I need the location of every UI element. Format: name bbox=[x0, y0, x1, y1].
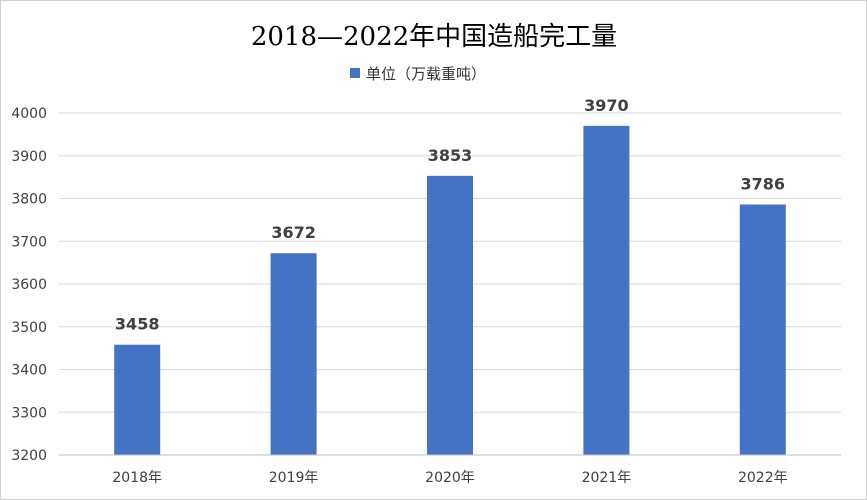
data-label: 3970 bbox=[584, 96, 629, 115]
x-axis-ticks: 2018年 2019年 2020年 2021年 2022年 bbox=[112, 470, 787, 486]
data-label: 3672 bbox=[271, 223, 316, 242]
y-tick-label: 3800 bbox=[11, 192, 47, 208]
y-tick-label: 4000 bbox=[11, 106, 47, 122]
y-axis-ticks: 3200 3300 3400 3500 3600 3700 3800 3900 4000 bbox=[11, 106, 47, 464]
y-tick-label: 3400 bbox=[11, 363, 47, 379]
bar bbox=[427, 175, 473, 455]
x-tick-label: 2019年 bbox=[269, 470, 319, 486]
bar bbox=[114, 344, 161, 455]
y-tick-label: 3700 bbox=[11, 234, 47, 250]
legend-label: 单位（万载重吨） bbox=[366, 65, 486, 83]
y-tick-label: 3300 bbox=[11, 405, 47, 421]
y-tick-label: 3600 bbox=[11, 277, 47, 293]
y-tick-label: 3200 bbox=[11, 448, 47, 464]
bars bbox=[114, 125, 786, 455]
bar bbox=[739, 204, 786, 455]
data-label: 3786 bbox=[741, 174, 786, 193]
data-labels: 3458 3672 3853 3970 3786 bbox=[115, 96, 785, 334]
y-tick-label: 3900 bbox=[11, 149, 47, 165]
legend: 单位（万载重吨） bbox=[350, 65, 486, 83]
data-label: 3458 bbox=[115, 315, 160, 334]
x-tick-label: 2020年 bbox=[425, 470, 475, 486]
legend-swatch bbox=[350, 68, 360, 78]
x-tick-label: 2021年 bbox=[582, 470, 632, 486]
x-tick-label: 2018年 bbox=[112, 470, 162, 486]
y-tick-label: 3500 bbox=[11, 320, 47, 336]
bar bbox=[270, 253, 317, 455]
chart-title: 2018—2022年中国造船完工量 bbox=[251, 22, 617, 52]
bar bbox=[583, 125, 630, 455]
x-tick-label: 2022年 bbox=[738, 470, 788, 486]
data-label: 3853 bbox=[428, 146, 473, 165]
